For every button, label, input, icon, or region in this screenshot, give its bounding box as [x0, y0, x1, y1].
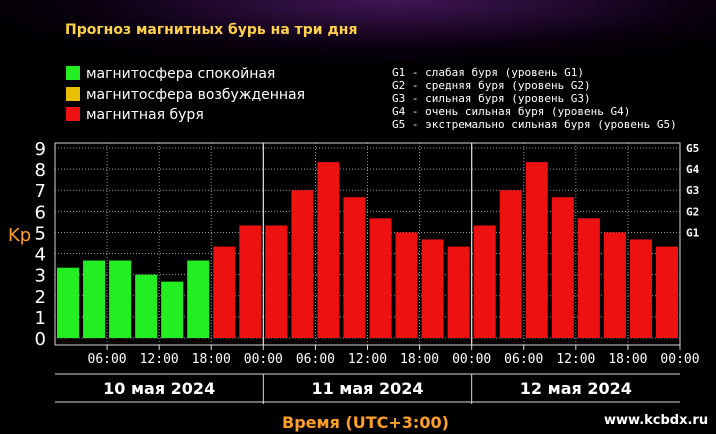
- kp-bar: [83, 260, 106, 338]
- x-tick-label: 18:00: [608, 352, 647, 367]
- g-legend-line: G4 - очень сильная буря (уровень G4): [392, 105, 631, 118]
- x-tick-label: 18:00: [400, 352, 439, 367]
- kp-bar: [343, 197, 366, 338]
- g-legend-line: G3 - сильная буря (уровень G3): [392, 92, 591, 105]
- kp-bar: [135, 274, 158, 338]
- y-axis-label: Kp: [8, 225, 31, 246]
- y-tick-label: 4: [35, 245, 46, 266]
- kp-bar: [395, 232, 418, 338]
- y-tick-label: 8: [35, 160, 46, 181]
- x-tick-label: 00:00: [660, 352, 699, 367]
- kp-bar: [369, 218, 392, 338]
- g-scale-tick-label: G2: [686, 205, 699, 218]
- x-tick-label: 00:00: [452, 352, 491, 367]
- kp-bar: [447, 246, 470, 338]
- y-tick-label: 0: [35, 329, 46, 350]
- kp-bar: [655, 246, 678, 338]
- g-scale-tick-label: G4: [686, 163, 700, 176]
- kp-bar: [161, 281, 184, 338]
- kp-bar: [525, 162, 548, 338]
- day-label: 10 мая 2024: [103, 379, 215, 398]
- g-scale-tick-label: G1: [686, 226, 700, 239]
- kp-bar: [603, 232, 626, 338]
- kp-bar: [291, 190, 314, 338]
- day-label: 12 мая 2024: [520, 379, 632, 398]
- legend-item-quiet: магнитосфера спокойная: [66, 66, 275, 82]
- legend-swatch-quiet: [66, 66, 80, 80]
- y-tick-label: 7: [35, 181, 46, 202]
- x-tick-label: 12:00: [140, 352, 179, 367]
- x-tick-label: 18:00: [192, 352, 231, 367]
- y-tick-label: 1: [35, 308, 46, 329]
- g-legend-line: G5 - экстремально сильная буря (уровень …: [392, 118, 677, 131]
- kp-bar: [577, 218, 600, 338]
- g-scale-tick-label: G3: [686, 184, 699, 197]
- kp-bar: [317, 162, 340, 338]
- x-tick-label: 06:00: [88, 352, 127, 367]
- g-legend-line: G2 - средняя буря (уровень G2): [392, 79, 591, 92]
- y-tick-label: 6: [35, 202, 46, 223]
- legend-swatch-excited: [66, 87, 80, 101]
- x-tick-label: 06:00: [296, 352, 335, 367]
- legend-label-storm: магнитная буря: [86, 107, 204, 123]
- g-scale-legend: G1 - слабая буря (уровень G1) G2 - средн…: [392, 66, 677, 131]
- y-tick-label: 9: [35, 139, 46, 160]
- legend-item-excited: магнитосфера возбужденная: [66, 87, 305, 103]
- x-tick-label: 12:00: [348, 352, 387, 367]
- legend-label-quiet: магнитосфера спокойная: [86, 66, 276, 82]
- kp-bar: [551, 197, 574, 338]
- legend-label-excited: магнитосфера возбужденная: [86, 87, 306, 103]
- y-tick-label: 2: [35, 287, 46, 308]
- kp-bar: [109, 260, 132, 338]
- y-tick-label: 3: [35, 266, 46, 287]
- chart-title: Прогноз магнитных бурь на три дня: [65, 22, 358, 38]
- kp-bar: [473, 225, 496, 338]
- kp-bar: [421, 239, 444, 338]
- kp-bar: [239, 225, 262, 338]
- kp-bar: [57, 267, 80, 338]
- kp-bar: [213, 246, 236, 338]
- header-glow: [0, 0, 716, 60]
- x-tick-label: 12:00: [556, 352, 595, 367]
- x-tick-label: 06:00: [504, 352, 543, 367]
- kp-bar: [187, 260, 210, 338]
- y-tick-label: 5: [35, 223, 46, 244]
- kp-bar: [265, 225, 288, 338]
- legend-item-storm: магнитная буря: [66, 107, 204, 123]
- kp-bar: [499, 190, 522, 338]
- g-legend-line: G1 - слабая буря (уровень G1): [392, 66, 585, 79]
- g-scale-tick-label: G5: [686, 142, 699, 155]
- day-label: 11 мая 2024: [311, 379, 423, 398]
- site-url: www.kcbdx.ru: [604, 413, 709, 428]
- x-axis-title: Время (UTC+3:00): [282, 413, 449, 432]
- kp-bar: [629, 239, 652, 338]
- x-tick-label: 00:00: [244, 352, 283, 367]
- legend-swatch-storm: [66, 107, 80, 121]
